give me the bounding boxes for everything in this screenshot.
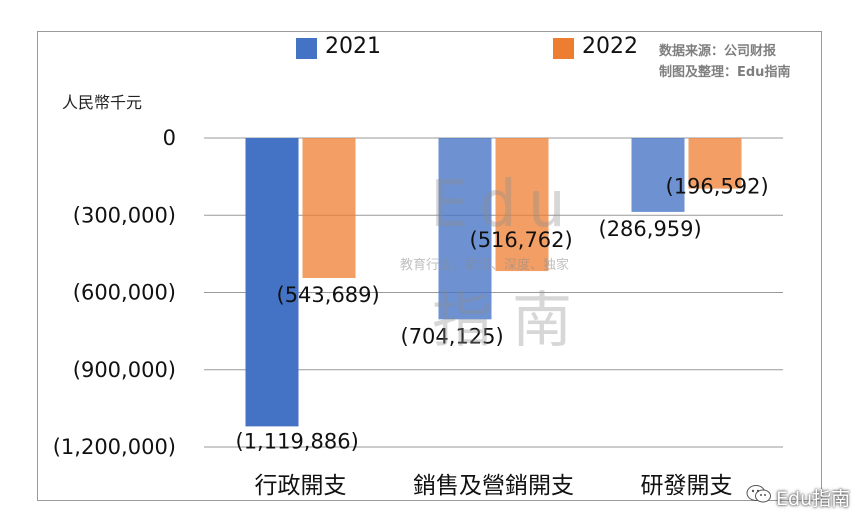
x-category-label: 行政開支 (255, 473, 347, 499)
y-axis-unit-label: 人民幣千元 (62, 93, 143, 112)
data-label-2022-2: (196,592) (666, 175, 769, 199)
y-tick-label: (300,000) (73, 203, 176, 227)
bar-2021-1 (438, 138, 492, 320)
source-line-1: 数据来源：公司财报 (659, 44, 777, 59)
y-tick-label: 0 (163, 126, 176, 150)
data-label-2022-0: (543,689) (277, 283, 380, 307)
legend-label-2021: 2021 (325, 34, 381, 59)
legend-swatch-2022 (553, 38, 574, 59)
bar-2022-2 (688, 138, 742, 189)
x-category-label: 銷售及營銷開支 (413, 473, 574, 499)
bar-2022-1 (495, 138, 549, 272)
data-label-2021-1: (704,125) (401, 324, 504, 348)
data-label-2022-1: (516,762) (470, 228, 573, 252)
bar-2021-0 (245, 138, 299, 427)
legend-label-2022: 2022 (582, 34, 638, 59)
x-category-label: 研發開支 (641, 473, 733, 499)
bar-2022-0 (302, 138, 356, 278)
data-label-2021-0: (1,119,886) (236, 429, 359, 453)
y-tick-label: (900,000) (73, 358, 176, 382)
y-tick-label: (600,000) (73, 281, 176, 305)
data-label-2021-2: (286,959) (599, 217, 702, 241)
wechat-icon (746, 485, 771, 503)
legend-swatch-2021 (296, 38, 317, 59)
y-tick-label: (1,200,000) (53, 435, 176, 459)
chart-frame (37, 31, 822, 501)
source-line-2: 制图及整理：Edu指南 (659, 65, 791, 80)
bar-2021-2 (631, 138, 685, 212)
footer-brand: Edu指南 (776, 488, 851, 510)
